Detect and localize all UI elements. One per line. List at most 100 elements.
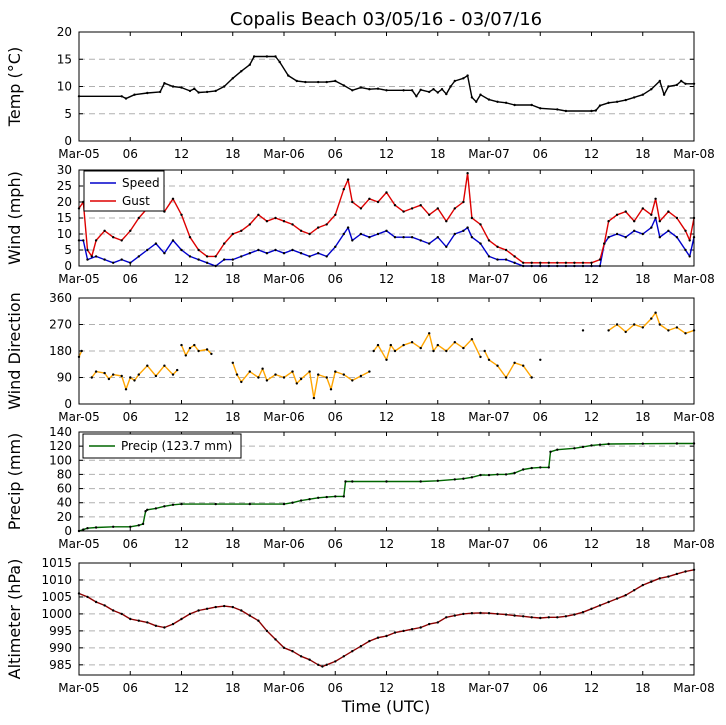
data-point xyxy=(615,232,619,236)
data-point xyxy=(547,616,550,619)
data-point xyxy=(513,614,516,617)
data-point xyxy=(470,236,474,239)
data-point xyxy=(667,329,670,332)
data-point xyxy=(144,510,147,513)
data-point xyxy=(684,248,687,252)
x-tick-label: 06 xyxy=(533,537,548,551)
data-point xyxy=(154,374,158,378)
data-point xyxy=(223,242,226,245)
data-point xyxy=(184,354,187,357)
data-point xyxy=(197,91,200,94)
data-point xyxy=(334,213,337,216)
data-point xyxy=(274,638,277,641)
x-tick-label: 06 xyxy=(328,410,343,424)
y-tick-label: 270 xyxy=(49,318,72,332)
y-tick-label: 15 xyxy=(57,52,72,66)
data-point xyxy=(419,239,422,242)
data-point xyxy=(549,450,552,453)
y-tick-label: 20 xyxy=(57,510,72,524)
x-tick-label: 18 xyxy=(225,272,240,286)
data-point xyxy=(287,74,290,77)
x-tick-label: 12 xyxy=(379,410,394,424)
data-point xyxy=(129,617,132,621)
data-point xyxy=(86,248,89,252)
data-point xyxy=(112,609,115,612)
data-point xyxy=(274,373,277,376)
legend-label: Speed xyxy=(122,176,160,190)
data-point xyxy=(317,373,320,376)
y-axis-title: Wind Direction xyxy=(5,292,24,410)
data-point xyxy=(385,89,388,92)
data-point xyxy=(428,332,431,335)
chart-title: Copalis Beach 03/05/16 - 03/07/16 xyxy=(230,9,542,30)
data-point xyxy=(197,258,200,261)
data-point xyxy=(522,364,525,367)
x-tick-label: 12 xyxy=(584,147,599,161)
data-point xyxy=(496,364,499,367)
data-point xyxy=(539,466,542,469)
x-tick-label: 18 xyxy=(225,681,240,695)
data-point xyxy=(470,612,474,615)
y-tick-label: 5 xyxy=(64,107,72,121)
legend-box xyxy=(83,170,165,212)
data-point xyxy=(163,626,166,629)
data-point xyxy=(133,379,136,382)
plot-frame xyxy=(78,431,695,532)
data-point xyxy=(680,79,683,83)
data-point xyxy=(329,388,333,391)
data-point xyxy=(334,79,337,83)
data-point xyxy=(231,361,234,364)
x-tick-label: Mar-06 xyxy=(263,272,304,286)
data-point xyxy=(94,526,98,529)
data-point xyxy=(470,96,474,99)
data-point xyxy=(556,448,559,451)
data-point xyxy=(137,255,140,258)
data-point xyxy=(359,86,363,89)
x-tick-label: 18 xyxy=(430,410,445,424)
data-point xyxy=(154,624,158,627)
data-point xyxy=(522,468,525,471)
data-point xyxy=(479,355,482,359)
data-point xyxy=(402,210,405,213)
data-point xyxy=(658,323,661,326)
data-point xyxy=(342,655,345,658)
data-point xyxy=(402,89,405,92)
data-point xyxy=(334,245,337,248)
data-point xyxy=(479,242,482,245)
series-line-temp xyxy=(79,55,694,112)
data-point xyxy=(94,370,98,373)
data-point xyxy=(667,85,670,88)
data-point xyxy=(146,248,149,252)
data-point xyxy=(650,226,653,229)
x-tick-label: 06 xyxy=(328,272,343,286)
data-point xyxy=(129,229,132,232)
y-tick-label: 15 xyxy=(57,211,72,225)
data-point xyxy=(410,341,414,344)
x-tick-label: 06 xyxy=(123,537,138,551)
x-tick-label: 12 xyxy=(379,147,394,161)
data-point xyxy=(419,626,422,629)
data-point xyxy=(299,229,303,232)
data-point xyxy=(133,93,136,96)
data-point xyxy=(684,82,687,86)
data-point xyxy=(654,216,657,220)
data-point xyxy=(103,371,106,375)
plot-frame xyxy=(78,562,695,676)
x-tick-label: Mar-08 xyxy=(673,410,714,424)
data-point xyxy=(342,373,345,376)
data-point xyxy=(372,349,375,353)
data-point xyxy=(137,524,140,527)
data-point xyxy=(688,239,691,242)
data-point xyxy=(483,349,486,353)
data-point xyxy=(607,101,610,105)
data-point xyxy=(282,376,286,379)
data-point xyxy=(197,248,200,252)
y-tick-label: 1005 xyxy=(41,590,72,604)
data-point xyxy=(163,505,166,508)
data-point xyxy=(257,376,260,379)
data-point xyxy=(654,197,657,200)
data-point xyxy=(462,612,465,616)
data-point xyxy=(274,216,277,220)
data-point xyxy=(504,258,508,261)
